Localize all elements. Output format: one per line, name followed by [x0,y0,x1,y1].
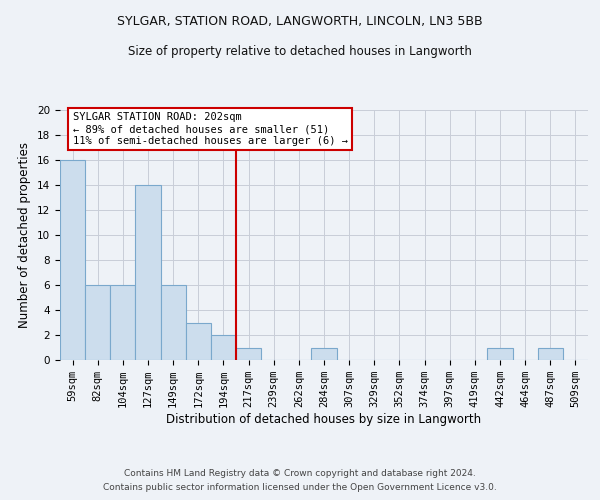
X-axis label: Distribution of detached houses by size in Langworth: Distribution of detached houses by size … [166,413,482,426]
Bar [311,348,337,360]
Bar [186,322,211,360]
Bar [60,160,85,360]
Text: Contains HM Land Registry data © Crown copyright and database right 2024.: Contains HM Land Registry data © Crown c… [124,468,476,477]
Bar [136,185,161,360]
Bar [85,285,110,360]
Text: Size of property relative to detached houses in Langworth: Size of property relative to detached ho… [128,45,472,58]
Bar [538,348,563,360]
Y-axis label: Number of detached properties: Number of detached properties [19,142,31,328]
Bar [487,348,512,360]
Bar [161,285,186,360]
Bar [236,348,261,360]
Text: SYLGAR, STATION ROAD, LANGWORTH, LINCOLN, LN3 5BB: SYLGAR, STATION ROAD, LANGWORTH, LINCOLN… [117,15,483,28]
Bar [110,285,136,360]
Text: SYLGAR STATION ROAD: 202sqm
← 89% of detached houses are smaller (51)
11% of sem: SYLGAR STATION ROAD: 202sqm ← 89% of det… [73,112,347,146]
Text: Contains public sector information licensed under the Open Government Licence v3: Contains public sector information licen… [103,484,497,492]
Bar [211,335,236,360]
